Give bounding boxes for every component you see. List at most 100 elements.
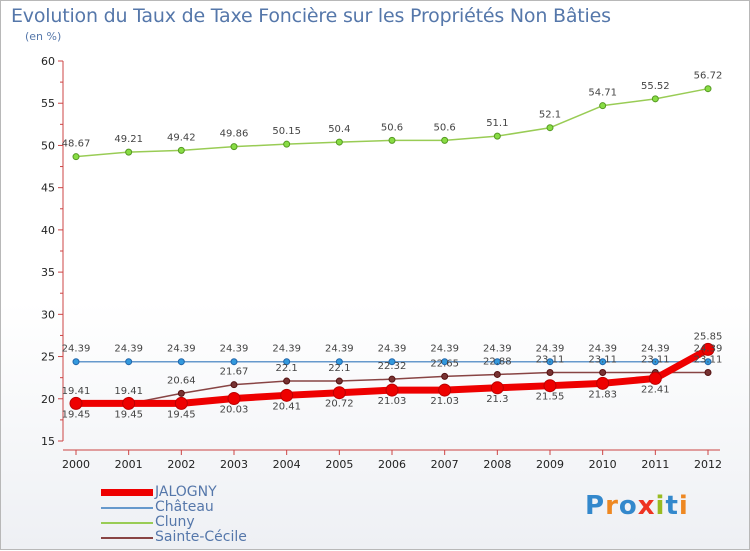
logo-letter: r [605,491,619,521]
data-label-sainte-c-cile: 22.88 [483,356,512,367]
data-point-cluny [651,95,659,103]
data-point-cluny [441,136,449,144]
logo-letter: x [637,491,656,521]
data-point-cluny [125,148,133,156]
data-point-jalogny [490,381,504,395]
data-label-sainte-c-cile: 22.32 [378,361,407,372]
data-label-ch-teau: 24.39 [483,344,512,355]
data-label-cluny: 49.42 [167,132,196,143]
y-tick-label: 50 [41,139,55,152]
data-point-ch-teau [125,358,133,366]
y-tick-label: 35 [41,266,55,279]
data-point-ch-teau [546,358,554,366]
data-label-ch-teau: 24.39 [536,344,565,355]
data-point-cluny [230,143,238,151]
data-point-ch-teau [493,358,501,366]
y-tick-label: 25 [41,351,55,364]
data-point-sainte-c-cile [388,375,396,383]
data-point-jalogny [69,396,83,410]
y-tick-label: 40 [41,224,55,237]
data-point-jalogny [227,392,241,406]
logo-letter: i [678,491,689,521]
data-point-cluny [493,132,501,140]
logo-letter: P [585,491,606,521]
data-label-cluny: 54.71 [588,88,617,99]
y-tick-label: 30 [41,308,55,321]
logo-letter: t [665,491,679,521]
data-label-jalogny: 19.45 [114,409,143,420]
data-point-cluny [546,124,554,132]
data-label-sainte-c-cile: 23.11 [588,355,617,366]
data-point-cluny [388,136,396,144]
data-label-sainte-c-cile: 20.64 [167,375,196,386]
legend-label: Château [155,499,214,515]
data-label-ch-teau: 24.39 [588,344,617,355]
data-label-jalogny: 22.41 [641,384,670,395]
data-label-ch-teau: 24.39 [167,344,196,355]
logo-letter: i [655,491,666,521]
data-label-jalogny: 21.3 [486,394,508,405]
x-tick-label: 2010 [589,458,617,471]
data-point-sainte-c-cile [704,369,712,377]
y-tick-label: 55 [41,97,55,110]
data-label-cluny: 48.67 [62,139,91,150]
data-point-sainte-c-cile [441,372,449,380]
data-point-jalogny [332,386,346,400]
data-label-jalogny: 21.55 [536,392,565,403]
x-tick-label: 2009 [536,458,564,471]
data-label-jalogny: 21.03 [430,396,459,407]
data-point-sainte-c-cile [230,381,238,389]
data-label-ch-teau: 24.39 [378,344,407,355]
data-point-sainte-c-cile [177,389,185,397]
data-point-cluny [72,153,80,161]
data-label-jalogny: 19.45 [167,409,196,420]
data-point-jalogny [543,379,557,393]
data-label-cluny: 49.86 [220,129,249,140]
data-label-cluny: 52.1 [539,110,561,121]
data-label-sainte-c-cile: 19.41 [114,386,143,397]
data-label-sainte-c-cile: 21.67 [220,367,249,378]
data-point-ch-teau [441,358,449,366]
data-label-cluny: 51.1 [486,118,508,129]
data-point-ch-teau [72,358,80,366]
data-point-jalogny [701,342,715,356]
data-label-sainte-c-cile: 23.11 [536,355,565,366]
data-point-sainte-c-cile [283,377,291,385]
data-point-ch-teau [388,358,396,366]
x-tick-label: 2005 [325,458,353,471]
data-label-cluny: 50.6 [434,122,456,133]
data-label-jalogny: 21.83 [588,389,617,400]
data-point-ch-teau [283,358,291,366]
data-point-jalogny [438,383,452,397]
data-point-jalogny [280,388,294,402]
data-label-sainte-c-cile: 22.1 [276,363,298,374]
data-point-sainte-c-cile [546,369,554,377]
legend-label: Cluny [155,514,195,530]
data-point-cluny [283,140,291,148]
data-label-sainte-c-cile: 22.1 [328,363,350,374]
data-label-cluny: 56.72 [694,71,723,82]
data-point-cluny [335,138,343,146]
data-point-jalogny [122,396,136,410]
data-point-cluny [704,85,712,93]
data-label-jalogny: 19.45 [62,409,91,420]
data-label-jalogny: 20.41 [272,401,301,412]
x-tick-label: 2008 [483,458,511,471]
data-label-ch-teau: 24.39 [220,344,249,355]
data-label-cluny: 55.52 [641,81,670,92]
y-tick-label: 15 [41,435,55,448]
x-tick-label: 2003 [220,458,248,471]
x-tick-label: 2004 [273,458,301,471]
x-tick-label: 2011 [641,458,669,471]
legend-swatch [101,507,153,509]
data-point-ch-teau [177,358,185,366]
data-label-jalogny: 20.72 [325,399,354,410]
data-point-cluny [177,146,185,154]
x-tick-label: 2001 [115,458,143,471]
data-label-sainte-c-cile: 23.11 [641,355,670,366]
data-label-sainte-c-cile: 22.65 [430,358,459,369]
data-label-cluny: 49.21 [114,134,143,145]
data-point-jalogny [648,371,662,385]
data-point-ch-teau [335,358,343,366]
x-tick-label: 2006 [378,458,406,471]
